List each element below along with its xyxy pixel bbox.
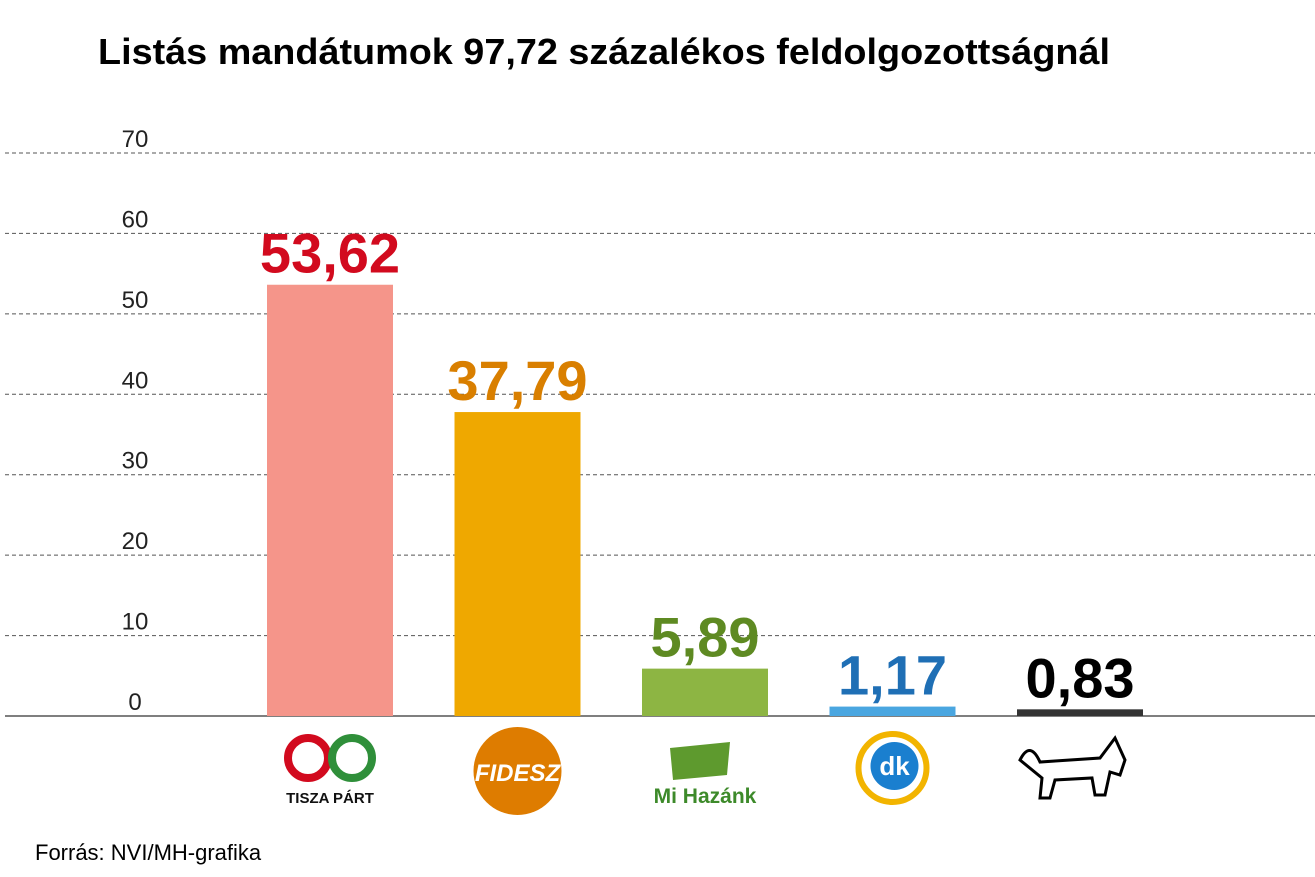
y-tick-label: 30	[122, 448, 149, 475]
logo-text: TISZA PÁRT	[286, 790, 374, 807]
logo-circle	[870, 742, 919, 790]
logo-ring	[284, 734, 332, 782]
logo-text: Mi Hazánk	[654, 785, 757, 808]
y-tick-label: 60	[122, 206, 149, 233]
bar	[642, 668, 768, 716]
bar	[829, 706, 956, 716]
value-label: 37,79	[447, 349, 587, 412]
logo-text: dk	[879, 751, 910, 781]
bar	[1017, 709, 1143, 716]
logo-flag	[670, 742, 730, 780]
party-logo	[1018, 735, 1127, 800]
bar	[267, 284, 393, 716]
logo-circle	[473, 727, 562, 815]
logo-ring	[328, 734, 376, 782]
y-tick-label: 20	[122, 528, 149, 555]
source: Forrás: NVI/MH-grafika	[35, 840, 262, 865]
value-label: 0,83	[1026, 646, 1135, 709]
value-label: 5,89	[651, 606, 760, 669]
y-tick-label: 10	[122, 609, 149, 636]
y-tick-label: 70	[122, 126, 149, 153]
logo-text: FIDESZ	[475, 760, 562, 787]
y-tick-label: 50	[122, 287, 149, 314]
y-tick-label: 0	[128, 689, 141, 716]
party-logo: TISZA PÁRT	[284, 734, 376, 807]
party-logo: FIDESZ	[473, 727, 562, 815]
logo-dog	[1018, 735, 1127, 800]
party-logo: dk	[855, 731, 930, 805]
value-label: 53,62	[260, 222, 400, 285]
value-label: 1,17	[838, 644, 947, 707]
y-tick-label: 40	[122, 367, 149, 394]
chart-title: Listás mandátumok 97,72 százalékos feldo…	[98, 31, 1110, 72]
bar	[454, 412, 581, 716]
party-logo: Mi Hazánk	[654, 742, 757, 808]
